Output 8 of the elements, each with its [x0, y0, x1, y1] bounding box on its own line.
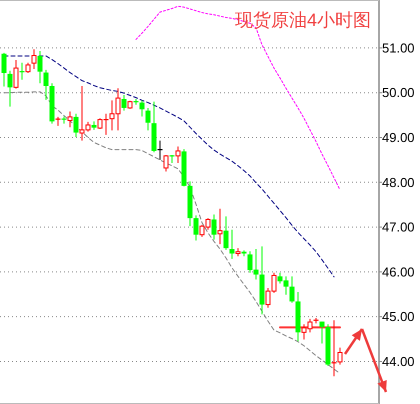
y-tick-label: 45.00: [382, 309, 415, 324]
y-tick-label: 51.00: [382, 40, 415, 56]
y-tick-label: 47.00: [382, 220, 415, 235]
y-tick-label: 44.00: [382, 354, 415, 369]
y-tick-label: 49.00: [382, 130, 415, 146]
y-tick-label: 48.00: [382, 174, 415, 190]
y-tick-label: 50.00: [382, 85, 415, 100]
y-tick-label: 46.00: [382, 264, 415, 280]
